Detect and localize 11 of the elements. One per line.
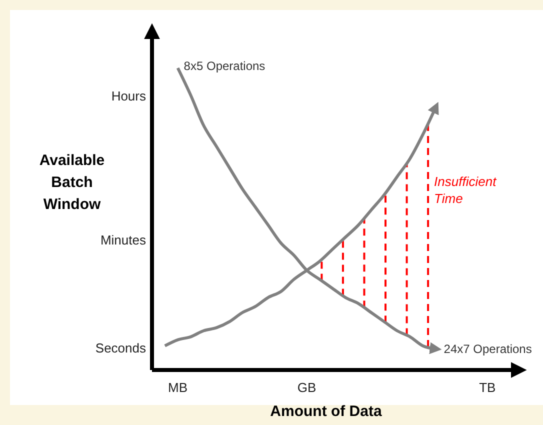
text: Seconds (95, 340, 146, 356)
x-tick-label: MB (168, 380, 188, 395)
annotation: Insufficient Time (434, 174, 498, 206)
text: Minutes (100, 232, 146, 248)
x-tick-label: GB (297, 380, 316, 395)
x-tick-label: TB (479, 380, 496, 395)
annotation: 8x5 Operations (184, 59, 266, 73)
text: Hours (111, 88, 146, 104)
annotation: 24x7 Operations (444, 342, 532, 356)
y-axis-title: Available Batch Window (39, 152, 105, 213)
x-axis-title: Amount of Data (270, 403, 382, 420)
